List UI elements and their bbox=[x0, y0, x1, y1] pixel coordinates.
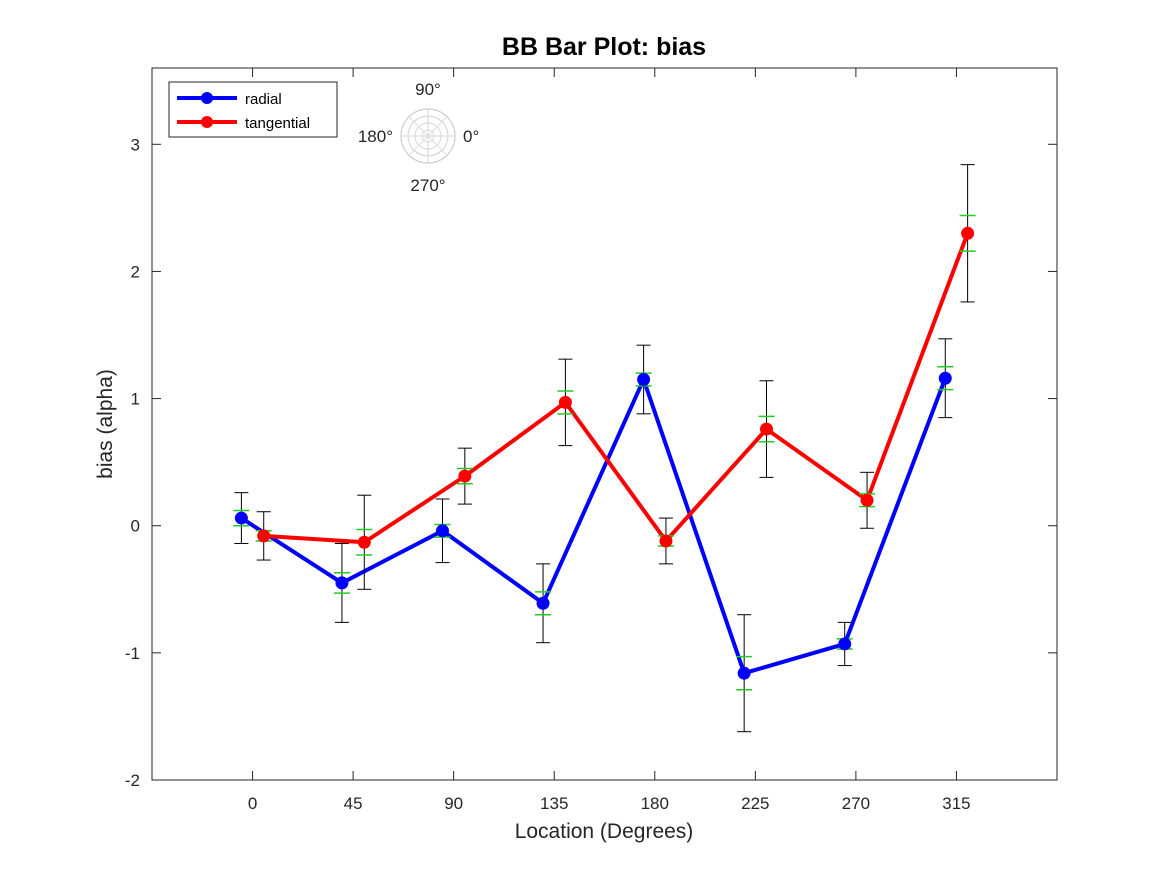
polar-label-90: 90° bbox=[415, 80, 441, 99]
series-layer bbox=[233, 164, 976, 733]
x-tick-label: 225 bbox=[741, 794, 769, 813]
data-point-tangential bbox=[659, 534, 673, 548]
x-tick-label: 270 bbox=[842, 794, 870, 813]
y-tick-label: -1 bbox=[125, 644, 140, 663]
legend: radial tangential bbox=[168, 81, 338, 138]
data-point-radial bbox=[536, 596, 550, 610]
x-axis-label: Location (Degrees) bbox=[515, 820, 694, 843]
series-line-radial bbox=[240, 377, 948, 676]
polar-label-0: 0° bbox=[463, 127, 479, 146]
y-axis-label: bias (alpha) bbox=[94, 369, 117, 479]
y-tick-label: 3 bbox=[131, 135, 140, 154]
polar-label-270: 270° bbox=[410, 176, 445, 195]
x-tick-label: 135 bbox=[540, 794, 568, 813]
y-tick-label: -2 bbox=[125, 771, 140, 790]
y-axis: -2 -1 0 1 2 3 bbox=[125, 135, 1057, 790]
data-point-tangential bbox=[357, 535, 371, 549]
x-tick-label: 180 bbox=[641, 794, 669, 813]
legend-radial-label: radial bbox=[245, 91, 282, 108]
y-tick-label: 0 bbox=[131, 517, 140, 536]
data-point-radial bbox=[335, 576, 349, 590]
polar-spoke-d2 bbox=[408, 116, 448, 156]
polar-label-180: 180° bbox=[358, 127, 393, 146]
series-tangential bbox=[255, 164, 976, 590]
data-point-tangential bbox=[860, 493, 874, 507]
data-point-radial bbox=[637, 373, 651, 386]
data-point-tangential bbox=[558, 395, 572, 409]
data-point-radial bbox=[737, 666, 751, 680]
y-tick-label: 1 bbox=[131, 390, 140, 409]
data-point-radial bbox=[435, 524, 449, 538]
x-tick-label: 45 bbox=[344, 794, 363, 813]
data-point-tangential bbox=[760, 422, 774, 436]
x-tick-label: 90 bbox=[444, 794, 463, 813]
x-tick-label: 0 bbox=[248, 794, 257, 813]
legend-tangential-label: tangential bbox=[245, 115, 310, 132]
data-point-radial bbox=[234, 511, 248, 525]
data-point-radial bbox=[838, 637, 852, 651]
data-point-radial bbox=[938, 371, 952, 385]
x-tick-label: 315 bbox=[942, 794, 970, 813]
plot-area bbox=[151, 67, 1058, 781]
series-radial bbox=[233, 338, 954, 733]
data-point-tangential bbox=[257, 529, 271, 543]
polar-inset: 90° 180° 0° 270° bbox=[358, 80, 479, 195]
series-line-tangential bbox=[263, 232, 970, 545]
data-point-tangential bbox=[458, 469, 472, 483]
legend-box bbox=[168, 81, 338, 138]
legend-radial-marker bbox=[201, 92, 213, 104]
y-tick-label: 2 bbox=[131, 262, 140, 281]
chart-title: BB Bar Plot: bias bbox=[502, 33, 706, 61]
legend-tangential-marker bbox=[201, 116, 213, 128]
data-point-tangential bbox=[961, 226, 975, 240]
x-axis: 0 45 90 135 180 225 270 315 bbox=[248, 68, 971, 813]
